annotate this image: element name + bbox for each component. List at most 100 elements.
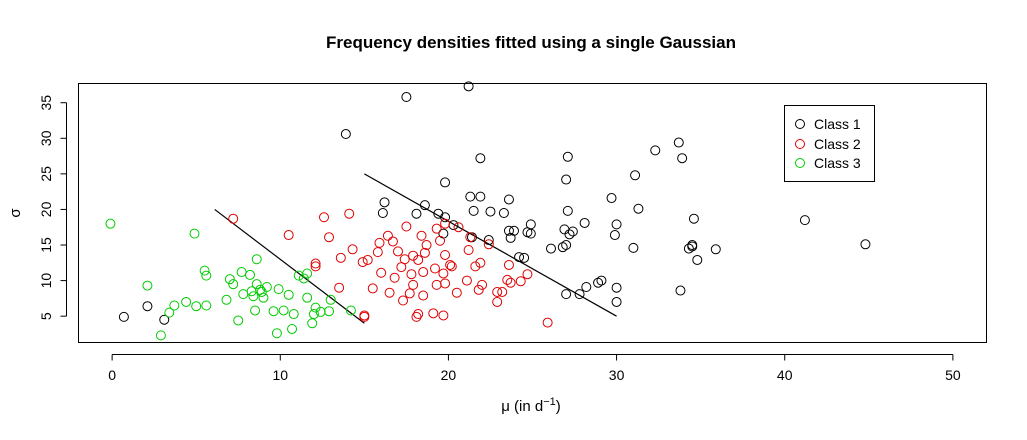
data-point-class-1 [596,275,607,286]
data-point-class-2 [492,296,503,307]
data-point-class-2 [367,283,378,294]
data-point-class-3 [271,328,282,339]
data-point-class-2 [542,317,553,328]
data-point-class-2 [453,222,464,233]
data-point-class-2 [389,272,400,283]
x-axis-label: μ (in d−1) [501,396,561,415]
legend-label-class-2: Class 2 [814,136,861,152]
data-point-class-1 [503,225,514,236]
data-point-class-2 [374,237,385,248]
plot-area [78,83,987,343]
data-point-class-1 [650,145,661,156]
data-point-class-1 [609,230,620,241]
data-point-class-2 [228,213,239,224]
data-point-class-2 [347,244,358,255]
data-point-class-2 [461,275,472,286]
data-point-class-2 [398,295,409,306]
legend-label-class-1: Class 1 [814,116,861,132]
data-point-class-3 [256,286,267,297]
data-point-class-3 [288,309,299,320]
data-point-class-2 [475,257,486,268]
data-point-class-1 [503,194,514,205]
data-point-class-2 [483,239,494,250]
data-point-class-2 [411,311,422,322]
data-point-class-1 [611,219,622,230]
data-point-class-3 [233,315,244,326]
data-point-class-1 [692,254,703,265]
data-point-class-2 [503,259,514,270]
data-point-class-2 [335,252,346,263]
data-point-class-2 [428,308,439,319]
data-point-class-3 [199,265,210,276]
data-point-class-1 [606,193,617,204]
data-point-class-2 [318,212,329,223]
x-axis: 0 10 20 30 40 50 [108,354,961,383]
data-point-class-1 [574,289,585,300]
data-point-class-2 [310,258,321,269]
data-point-class-1 [611,296,622,307]
data-point-class-3 [302,292,313,303]
data-point-class-1 [633,203,644,214]
data-point-class-2 [438,268,449,279]
data-point-class-2 [431,223,442,234]
data-point-class-2 [435,235,446,246]
legend-marker-class-2 [795,139,805,149]
data-point-class-3 [287,323,298,334]
data-point-class-1 [440,212,451,223]
data-point-class-1 [468,205,479,216]
data-point-class-2 [451,287,462,298]
data-point-class-2 [376,267,387,278]
data-point-class-1 [562,205,573,216]
x-tick-label: 20 [441,367,457,383]
y-axis-label: σ [7,208,24,218]
data-point-class-1 [419,200,430,211]
legend-label-class-3: Class 3 [814,155,861,171]
data-point-class-2 [359,311,370,322]
data-point-class-1 [611,282,622,293]
y-tick-label: 25 [38,166,54,182]
data-point-class-3 [302,268,313,279]
y-tick-label: 15 [38,237,54,253]
data-point-class-3 [164,307,175,318]
data-point-class-1 [557,242,568,253]
data-point-class-2 [404,288,415,299]
data-point-class-2 [505,277,516,288]
data-point-class-3 [251,254,262,265]
data-point-class-3 [250,305,261,316]
data-point-class-3 [142,280,153,291]
data-point-class-1 [525,228,536,239]
y-tick-label: 5 [38,312,54,320]
legend: Class 1 Class 2 Class 3 [784,105,875,182]
data-point-class-2 [438,310,449,321]
data-point-class-2 [473,284,484,295]
data-point-class-3 [248,291,259,302]
data-point-class-1 [401,92,412,103]
data-point-class-1 [860,239,871,250]
data-point-class-1 [683,243,694,254]
data-point-class-1 [159,314,170,325]
data-point-class-1 [463,81,474,92]
data-point-class-2 [401,221,412,232]
data-point-class-2 [522,269,533,280]
data-point-class-1 [465,191,476,202]
y-tick-label: 35 [38,95,54,111]
data-point-class-3 [345,305,356,316]
data-point-class-2 [344,208,355,219]
data-point-class-1 [628,242,639,253]
data-point-class-2 [492,286,503,297]
data-point-class-2 [463,245,474,255]
data-point-class-2 [431,279,442,290]
chart-title: Frequency densities fitted using a singl… [326,33,736,52]
y-tick-label: 10 [38,273,54,289]
data-point-class-2 [382,230,393,241]
x-tick-label: 0 [108,367,116,383]
data-point-class-1 [562,151,573,162]
data-point-class-1 [799,215,810,226]
data-point-class-2 [429,263,440,274]
data-point-class-3 [245,269,256,280]
data-point-class-1 [483,235,494,246]
data-point-class-2 [416,230,427,241]
data-point-class-1 [411,208,422,219]
data-point-class-2 [406,269,417,280]
